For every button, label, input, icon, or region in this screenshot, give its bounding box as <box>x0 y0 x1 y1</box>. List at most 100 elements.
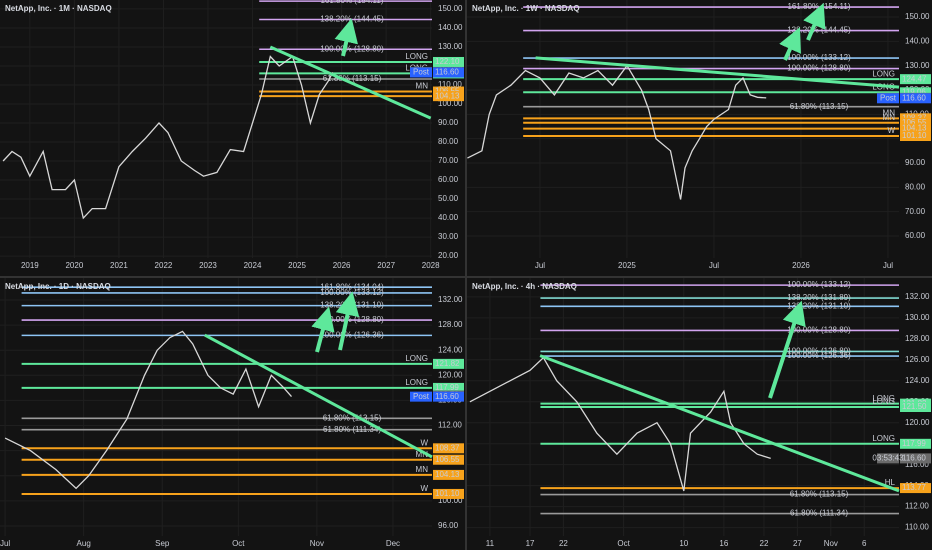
level-label: 138.20% (131.89) <box>787 293 851 302</box>
x-tick-label: Nov <box>310 539 324 548</box>
x-tick-label: 2023 <box>199 261 217 270</box>
y-tick-label: 90.00 <box>905 158 926 167</box>
y-tick-label: 100.00 <box>438 99 463 108</box>
level-label: 61.80% (113.15) <box>323 413 382 422</box>
y-tick-label: 132.00 <box>438 295 463 304</box>
y-tick-label: 150.00 <box>905 12 930 21</box>
arrow <box>803 2 826 41</box>
price-tag <box>433 488 464 499</box>
level-label: MN <box>883 108 896 117</box>
x-tick-label: 6 <box>862 539 867 548</box>
level-label: LONG <box>405 378 428 387</box>
y-tick-label: 140.00 <box>905 36 930 45</box>
level-label: LONG <box>872 434 895 443</box>
y-tick-label: 110.00 <box>905 523 929 532</box>
price-tag-label: 116.60 <box>902 453 926 462</box>
price-tag-label: 119.06 <box>902 87 926 96</box>
price-tag <box>433 67 464 78</box>
price-tag-label: 104.13 <box>902 124 927 133</box>
panel-title: NetApp, Inc. · 1D · NASDAQ <box>5 282 111 291</box>
x-tick-label: Nov <box>824 539 838 548</box>
y-tick-label: 90.00 <box>438 118 459 127</box>
y-tick-label: 124.00 <box>438 345 463 354</box>
x-tick-label: 27 <box>793 539 802 548</box>
level-label: 100.00% (133.12) <box>320 288 384 297</box>
price-tag-label: 101.10 <box>902 131 927 140</box>
trendline <box>539 354 900 493</box>
x-tick-label: 2025 <box>288 261 306 270</box>
level-label: 100.00% (128.80) <box>320 315 384 324</box>
price-line <box>4 330 292 490</box>
panel: 60.0070.0080.0090.00100.00110.00120.0013… <box>467 0 931 270</box>
level-label: LONG <box>872 69 895 78</box>
level-label: 61.80% (113.15) <box>790 490 849 499</box>
level-label: 138.20% (144.45) <box>787 26 851 35</box>
arrow <box>768 300 806 399</box>
price-tag <box>433 469 464 480</box>
x-tick-label: 2027 <box>377 261 395 270</box>
x-tick-label: Jul <box>883 261 893 270</box>
panel: 96.00100.00104.00108.00112.00116.00120.0… <box>0 278 464 548</box>
price-tag-label: 121.50 <box>902 402 927 411</box>
price-tag <box>900 131 931 142</box>
price-tag-label: 117.99 <box>435 383 459 392</box>
level-label: LONG <box>872 394 895 403</box>
price-tag <box>900 87 931 98</box>
level-label: 161.80% (154.11) <box>320 0 383 5</box>
price-tag <box>433 391 464 402</box>
price-tag-label: 122.10 <box>435 57 460 66</box>
y-tick-label: 132.00 <box>905 292 930 301</box>
level-label: W <box>420 484 428 493</box>
level-label: 138.20% (131.10) <box>320 301 384 310</box>
tag-note: 03:53:43 <box>872 453 904 462</box>
y-tick-label: 70.00 <box>905 207 926 216</box>
x-tick-label: 2019 <box>21 261 39 270</box>
tag-note-box <box>410 391 432 402</box>
arrow <box>335 291 360 351</box>
x-tick-label: Aug <box>77 539 91 548</box>
trendline <box>535 56 900 89</box>
level-label: 161.80% (134.04) <box>320 282 384 291</box>
x-tick-label: 2021 <box>110 261 128 270</box>
price-line <box>469 356 771 492</box>
tag-note-box <box>410 67 432 78</box>
price-tag-label: 108.37 <box>435 443 460 452</box>
level-label: 100.00% (133.12) <box>787 53 851 62</box>
y-tick-label: 128.00 <box>438 320 463 329</box>
price-tag <box>900 93 931 104</box>
x-tick-label: 2026 <box>333 261 351 270</box>
y-tick-label: 20.00 <box>438 251 459 260</box>
y-tick-label: 70.00 <box>438 156 459 165</box>
price-tag-label: 116.60 <box>435 392 459 401</box>
price-tag-label: 116.60 <box>435 68 459 77</box>
level-label: LONG <box>405 354 428 363</box>
x-tick-label: Oct <box>232 539 245 548</box>
x-tick-label: 16 <box>719 539 728 548</box>
level-label: W <box>420 438 428 447</box>
level-label: 61.80% (111.34) <box>790 509 848 518</box>
y-tick-label: 130.00 <box>905 61 930 70</box>
level-label: MN <box>883 113 896 122</box>
y-tick-label: 112.00 <box>905 502 929 511</box>
price-tag <box>900 74 931 85</box>
arrows <box>311 2 826 399</box>
x-tick-label: 2020 <box>65 261 83 270</box>
level-label: 61.80% (113.15) <box>790 102 849 111</box>
arrow <box>334 18 358 57</box>
x-tick-label: 10 <box>679 539 688 548</box>
level-label: 100.00% (133.12) <box>787 280 851 289</box>
y-tick-label: 130.00 <box>438 42 463 51</box>
price-tag-label: 104.13 <box>435 91 460 100</box>
x-tick-label: 2026 <box>792 261 810 270</box>
price-tag-label: 117.99 <box>902 439 926 448</box>
level-label: MN <box>416 82 429 91</box>
x-tick-label: Sep <box>155 539 170 548</box>
tag-note: Post <box>413 392 430 401</box>
level-label: 61.80% (113.15) <box>323 74 382 83</box>
tag-note-box <box>877 453 899 464</box>
price-line <box>467 64 767 200</box>
level-label: 138.20% (131.10) <box>787 301 851 310</box>
x-tick-label: 2024 <box>244 261 262 270</box>
